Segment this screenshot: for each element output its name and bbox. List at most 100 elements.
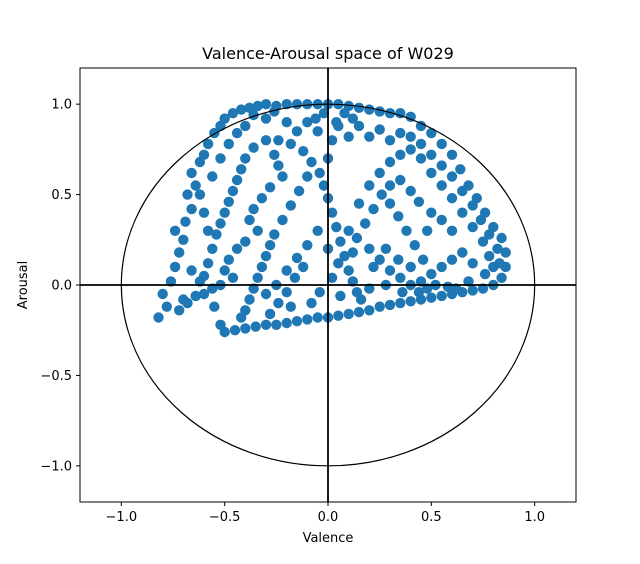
data-point (256, 261, 268, 273)
data-point (384, 135, 396, 146)
data-point (291, 252, 303, 264)
data-point (223, 138, 234, 150)
x-tick-label: −0.5 (209, 510, 241, 525)
data-point (289, 272, 301, 283)
data-point (264, 182, 276, 193)
data-point (393, 211, 404, 222)
x-tick-label: 0.5 (421, 510, 442, 525)
data-point (494, 258, 505, 269)
data-point (244, 214, 255, 226)
data-point (207, 171, 218, 182)
data-point (353, 120, 365, 132)
data-point (335, 236, 346, 247)
data-point (264, 308, 276, 320)
data-point (395, 108, 406, 119)
data-point (312, 225, 323, 236)
data-point (343, 131, 354, 142)
data-point (384, 108, 396, 119)
data-point (426, 167, 437, 179)
data-point (401, 225, 412, 236)
data-point (211, 229, 222, 240)
data-point (227, 108, 239, 119)
data-point (260, 250, 272, 262)
data-point (457, 207, 468, 218)
data-point (467, 200, 478, 211)
data-point (405, 261, 416, 273)
data-point (347, 113, 358, 124)
y-axis-label: Arousal (16, 261, 31, 310)
data-point (413, 287, 425, 298)
data-point (194, 189, 206, 200)
data-point (353, 198, 365, 209)
data-point (415, 276, 427, 287)
data-point (231, 127, 243, 139)
data-point (380, 243, 392, 254)
data-point (457, 247, 468, 258)
data-point (446, 149, 458, 160)
data-point (364, 243, 375, 254)
data-point (186, 167, 197, 179)
data-point (269, 149, 280, 160)
data-point (395, 272, 406, 283)
x-axis-label: Valence (303, 531, 354, 546)
data-point (256, 193, 268, 204)
data-point (496, 232, 507, 244)
data-point (291, 316, 303, 327)
data-point (260, 99, 272, 110)
data-point (271, 319, 282, 330)
data-point (198, 270, 210, 282)
data-point (298, 146, 309, 157)
data-point (426, 292, 437, 303)
data-point (231, 243, 243, 254)
data-point (405, 185, 416, 197)
data-point (450, 283, 462, 294)
data-point (405, 144, 416, 155)
data-point (318, 180, 330, 191)
data-point (426, 207, 437, 218)
data-point (331, 221, 342, 233)
y-tick-label: −1.0 (40, 459, 72, 474)
data-point (364, 104, 375, 115)
data-point (190, 180, 201, 191)
data-point (393, 254, 404, 265)
data-point (436, 138, 447, 150)
data-point (436, 214, 447, 226)
data-point (353, 102, 365, 114)
data-point (436, 261, 447, 273)
data-point (397, 287, 408, 298)
y-axis-ticks: −1.0 −0.5 0.0 0.5 1.0 (40, 98, 80, 474)
data-point (395, 149, 406, 160)
data-point (248, 283, 259, 294)
data-point (395, 174, 406, 186)
data-point (343, 308, 354, 320)
data-point (446, 193, 458, 204)
data-point (202, 258, 214, 269)
data-point (281, 117, 292, 128)
data-point (202, 225, 214, 236)
data-point (333, 258, 344, 269)
data-point (236, 312, 247, 323)
data-point (368, 261, 379, 273)
data-point (302, 117, 313, 128)
data-point (496, 272, 507, 283)
data-point (463, 276, 474, 287)
data-point (269, 106, 280, 117)
data-point (248, 203, 259, 215)
data-point (240, 236, 251, 247)
x-axis-ticks: −1.0 −0.5 0.0 0.5 1.0 (106, 502, 545, 525)
data-point (190, 290, 201, 302)
data-point (314, 287, 325, 298)
data-point (384, 198, 396, 209)
data-point (260, 113, 272, 124)
data-point (395, 297, 406, 309)
data-point (436, 180, 447, 191)
data-point (285, 138, 296, 150)
data-point (219, 265, 230, 276)
data-point (207, 243, 218, 254)
data-point (202, 138, 214, 150)
data-point (302, 99, 313, 110)
data-point (384, 180, 396, 191)
y-tick-label: −0.5 (40, 369, 72, 384)
data-point (174, 247, 185, 258)
